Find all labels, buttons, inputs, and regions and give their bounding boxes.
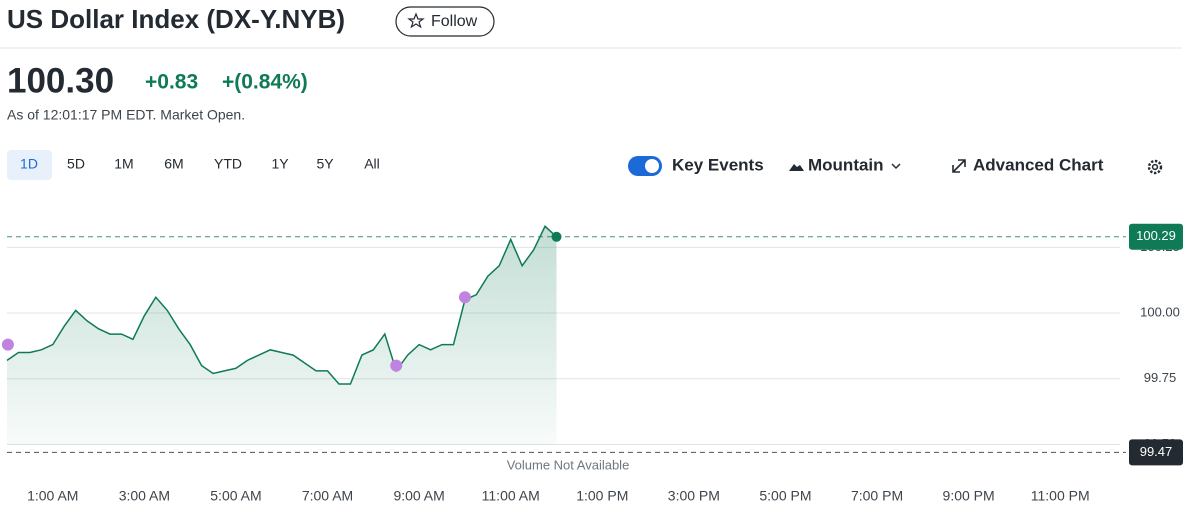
annotation: Volume Not Available [507, 457, 630, 472]
key-events-toggle[interactable]: Key Events [628, 155, 764, 176]
toggle-knob [645, 159, 659, 173]
range-button[interactable]: 1M [114, 156, 133, 172]
x-tick-label: 3:00 AM [119, 488, 170, 504]
range-button[interactable]: 5Y [316, 156, 334, 172]
title: US Dollar Index (DX-Y.NYB) [7, 4, 345, 34]
x-tick-label: 11:00 AM [482, 488, 540, 504]
mountain-icon [789, 164, 804, 171]
x-tick-label: 1:00 AM [27, 488, 78, 504]
chart-type-menu[interactable]: Mountain [789, 155, 901, 174]
range-buttons: 1D 5D 1M 6M YTD 1Y 5Y All [20, 156, 380, 172]
x-tick-label: 7:00 AM [302, 488, 353, 504]
follow-outline [395, 6, 495, 37]
x-tick-label: 9:00 PM [943, 488, 995, 504]
range-button[interactable]: 5D [67, 156, 85, 172]
key-event[interactable] [458, 291, 471, 304]
x-tick-label: 7:00 PM [851, 488, 903, 504]
advanced-label: Advanced Chart [973, 155, 1104, 174]
x-tick-label: 11:00 PM [1031, 488, 1090, 504]
follow-label: Follow [431, 13, 478, 30]
gear-outer [1147, 159, 1163, 175]
as-of: As of 12:01:17 PM EDT. Market Open. [7, 107, 245, 123]
range-button[interactable]: 1D [20, 156, 38, 172]
last-point [551, 231, 562, 242]
key-event[interactable] [390, 359, 403, 372]
reference-badge [1129, 439, 1183, 466]
range-button[interactable]: YTD [214, 156, 242, 172]
price: 100.30 [7, 61, 114, 100]
chevron [891, 163, 901, 170]
change-pct: +(0.84%) [222, 71, 308, 94]
range-button[interactable]: 6M [164, 156, 183, 172]
key-event[interactable] [1, 338, 14, 351]
x-tick-label: 9:00 AM [393, 488, 444, 504]
x-tick-label: 1:00 PM [576, 488, 628, 504]
follow-button[interactable]: Follow [395, 6, 495, 37]
y-tick-label: 99.75 [1144, 370, 1177, 385]
reference-badge [1129, 223, 1183, 250]
x-tick-label: 5:00 PM [759, 488, 811, 504]
range-selected [7, 150, 52, 180]
star-icon [407, 12, 425, 29]
change: +0.83 [145, 71, 198, 94]
expand-icon [952, 159, 966, 173]
range-button[interactable]: 1Y [271, 156, 289, 172]
gear-inner [1151, 163, 1159, 171]
settings-button[interactable] [1147, 159, 1163, 175]
reference-label: 99.47 [1140, 444, 1173, 459]
x-tick-label: 3:00 PM [668, 488, 720, 504]
advanced-chart[interactable]: Advanced Chart [952, 155, 1104, 174]
y-tick-label: 100.00 [1140, 304, 1180, 319]
chart-type-label: Mountain [808, 155, 884, 174]
range-button[interactable]: All [364, 156, 380, 172]
reference-label: 100.29 [1136, 228, 1176, 243]
area [7, 226, 557, 445]
key-events-label: Key Events [672, 155, 764, 174]
x-tick-label: 5:00 AM [210, 488, 261, 504]
